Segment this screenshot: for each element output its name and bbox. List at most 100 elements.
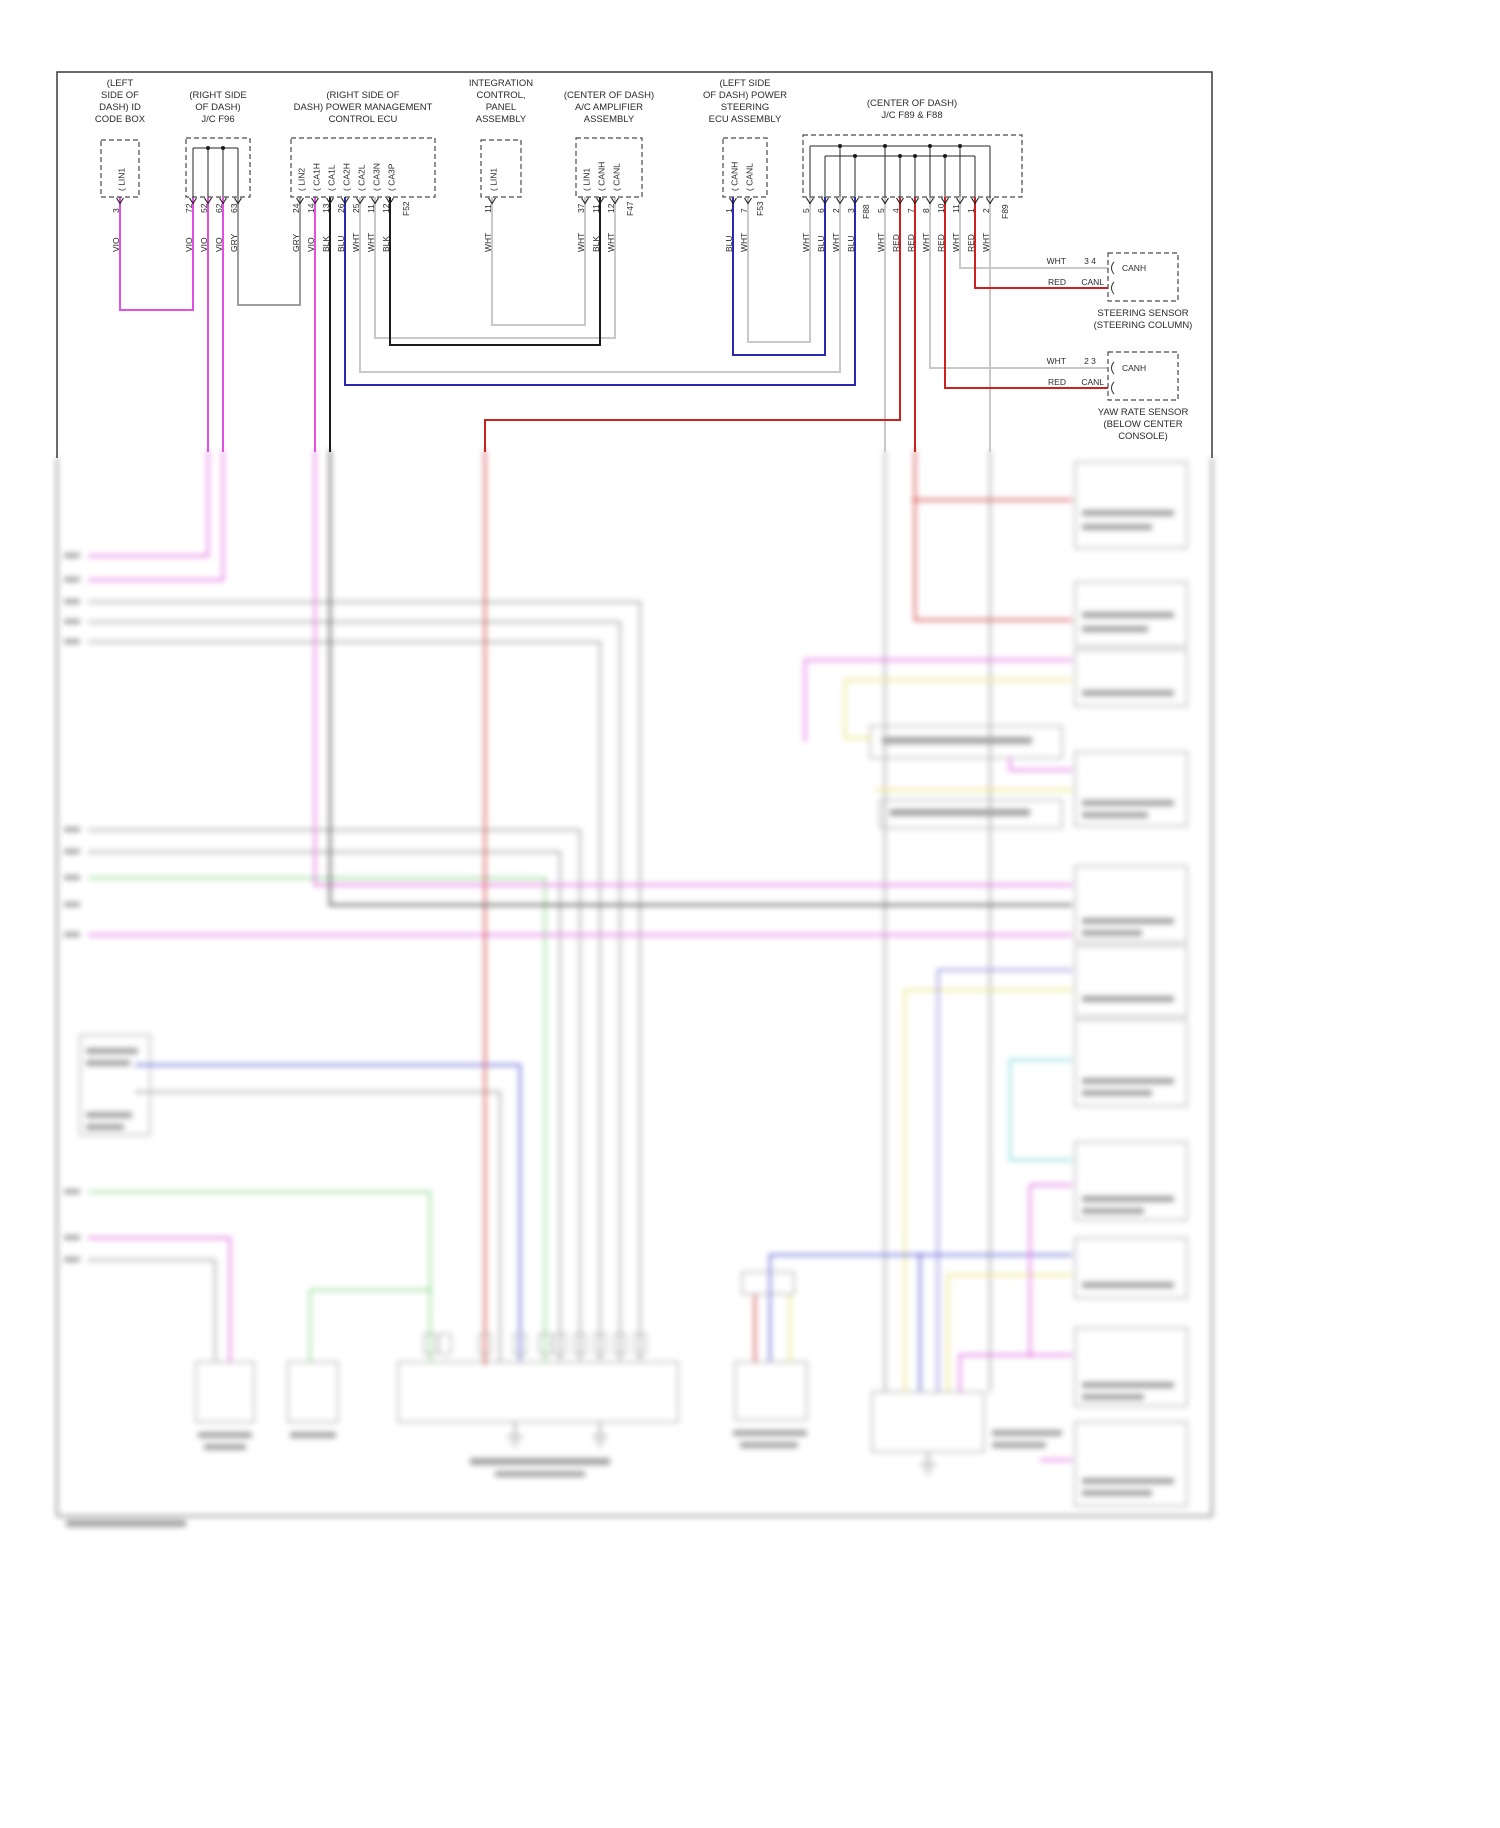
wire-color-label: VIO	[111, 237, 121, 252]
module-title: INTEGRATION	[469, 78, 533, 89]
pin-function-label: ( LIN1	[582, 168, 592, 191]
wire-color-label: WHT	[801, 233, 811, 252]
junction-dots	[206, 144, 962, 158]
module-title: (LEFT SIDE	[719, 78, 770, 89]
pin-function-label: ( CA3N	[372, 163, 382, 191]
wire-color-label: BLU	[336, 235, 346, 252]
module-title: OF DASH) POWER	[703, 90, 787, 101]
blurred-wires-black	[328, 450, 1072, 907]
pin-function-label: ( CA2L	[357, 164, 367, 191]
wire-color-label: WHT	[576, 233, 586, 252]
module-jc-f96: (RIGHT SIDE OF DASH) J/C F96 72 52 62 63…	[184, 90, 247, 252]
jc-f96-outline	[185, 137, 251, 198]
pin-number: 2 3	[1084, 356, 1096, 366]
blurred-wires-gray	[88, 450, 992, 1392]
connector-code: F88	[861, 204, 871, 219]
pin-number: 11	[366, 204, 376, 213]
module-caption: (STEERING COLUMN)	[1094, 320, 1193, 331]
module-pm-ecu: (RIGHT SIDE OF DASH) POWER MANAGEMENT CO…	[291, 90, 433, 252]
wire-color-label: RED	[1048, 277, 1066, 287]
ac-amplifier-outline	[575, 137, 643, 198]
module-title: SIDE OF	[101, 90, 139, 101]
module-caption: CONSOLE)	[1118, 431, 1168, 442]
wire-color-label: WHT	[921, 233, 931, 252]
pin-number: 5	[801, 208, 811, 213]
pin-number: 26	[336, 203, 346, 213]
module-title: J/C F96	[201, 114, 234, 125]
wire-color-label: BLU	[724, 235, 734, 252]
pin-function-label: ( LIN1	[117, 168, 127, 191]
pin-number: 37	[576, 203, 586, 213]
wire-color-label: RED	[936, 234, 946, 252]
module-ac-amplifier: (CENTER OF DASH) A/C AMPLIFIER ASSEMBLY …	[564, 90, 654, 252]
wire-color-label: RED	[966, 234, 976, 252]
wire-color-label: WHT	[606, 233, 616, 252]
pin-function-label: ( LIN2	[297, 168, 307, 191]
pin-number: 63	[229, 203, 239, 213]
module-caption: YAW RATE SENSOR	[1098, 407, 1189, 418]
module-title: (LEFT	[107, 78, 134, 89]
pin-number: 6	[816, 208, 826, 213]
blurred-wires-yellow	[788, 678, 1072, 1392]
pin-function-label: ( CA2H	[342, 163, 352, 191]
pin-function-label: ( CA1L	[327, 164, 337, 191]
pin-function-label: CANL	[1081, 377, 1104, 387]
pin-function-label: ( CANL	[612, 163, 622, 191]
wire-color-label: WHT	[981, 233, 991, 252]
wire-color-label: WHT	[739, 233, 749, 252]
module-ps-ecu: (LEFT SIDE OF DASH) POWER STEERING ECU A…	[703, 78, 787, 252]
pin-number: 3	[846, 208, 856, 213]
module-title: (RIGHT SIDE OF	[326, 90, 399, 101]
blurred-wires-blue	[135, 1063, 1072, 1392]
wire-color-label: VIO	[199, 237, 209, 252]
wire-vio-group	[119, 197, 316, 452]
module-jc-f89-f88: (CENTER OF DASH) J/C F89 & F88 5 6 2 3 5…	[801, 98, 1010, 252]
top-diagram: (LEFT SIDE OF DASH) ID CODE BOX ( LIN1 3…	[56, 71, 1213, 458]
pin-number: 10	[936, 203, 946, 213]
pin-number: 24	[291, 203, 301, 213]
module-title: ASSEMBLY	[584, 114, 635, 125]
wire-color-label: VIO	[184, 237, 194, 252]
wire-blu-group	[344, 197, 856, 386]
module-caption: (BELOW CENTER	[1103, 419, 1182, 430]
blurred-lower-section	[56, 450, 1213, 1527]
blurred-text-smudges	[64, 510, 1174, 1527]
border-upper	[56, 71, 1213, 458]
wire-color-label: BLK	[381, 236, 391, 252]
module-title: J/C F89 & F88	[881, 110, 942, 121]
wire-color-label: BLK	[591, 236, 601, 252]
module-steering-sensor: WHT 3 4 CANH RED CANL STEERING SENSOR (S…	[1047, 256, 1193, 331]
wire-color-label: VIO	[306, 237, 316, 252]
pin-number: 11	[951, 204, 961, 213]
pin-number: 3	[111, 208, 121, 213]
module-title: CONTROL ECU	[329, 114, 398, 125]
module-integration-panel: INTEGRATION CONTROL, PANEL ASSEMBLY ( LI…	[469, 78, 533, 252]
yaw-sensor-outline	[1107, 351, 1179, 401]
pin-number: 1	[724, 208, 734, 213]
jc-f89-f88-outline	[802, 134, 1023, 198]
wire-color-label: VIO	[214, 237, 224, 252]
wire-color-label: WHT	[366, 233, 376, 252]
pin-number: 7	[906, 208, 916, 213]
module-title: DASH) POWER MANAGEMENT	[294, 102, 433, 113]
connector-chevrons	[116, 197, 994, 205]
wire-color-label: BLU	[816, 235, 826, 252]
wire-color-label: WHT	[831, 233, 841, 252]
wire-red-group	[484, 197, 1108, 452]
wire-color-label: WHT	[951, 233, 961, 252]
blurred-wires-cyan	[1008, 1058, 1072, 1162]
connector-code: F53	[755, 201, 765, 216]
pin-function-label: ( CA1H	[312, 163, 322, 191]
connector-bracket	[1111, 261, 1115, 295]
pin-function-label: ( CANH	[730, 162, 740, 191]
pin-number: 72	[184, 203, 194, 213]
wire-color-label: RED	[1048, 377, 1066, 387]
pin-number: 1	[966, 208, 976, 213]
pin-number: 12	[381, 203, 391, 213]
wire-color-label: WHT	[483, 233, 493, 252]
pin-number: 3 4	[1084, 256, 1096, 266]
wire-blk-group	[329, 197, 601, 452]
module-title: CODE BOX	[95, 114, 146, 125]
module-title: CONTROL,	[476, 90, 525, 101]
